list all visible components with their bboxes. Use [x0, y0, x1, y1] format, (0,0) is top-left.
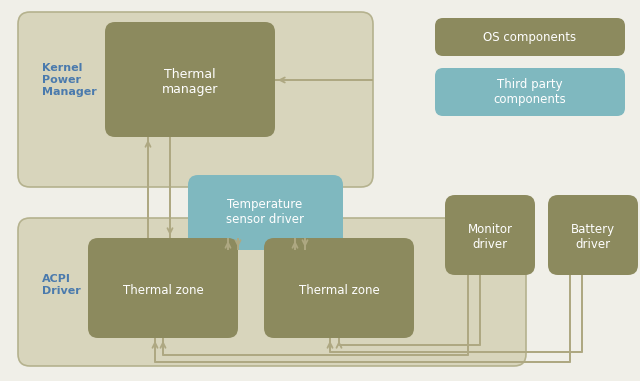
FancyBboxPatch shape	[88, 238, 238, 338]
Text: Thermal zone: Thermal zone	[123, 283, 204, 296]
FancyBboxPatch shape	[435, 68, 625, 116]
FancyBboxPatch shape	[435, 18, 625, 56]
FancyBboxPatch shape	[445, 195, 535, 275]
Text: Thermal zone: Thermal zone	[299, 283, 380, 296]
Text: Third party
components: Third party components	[493, 78, 566, 106]
Text: OS components: OS components	[483, 30, 577, 43]
Text: Monitor
driver: Monitor driver	[467, 223, 513, 251]
Text: Battery
driver: Battery driver	[571, 223, 615, 251]
Text: Thermal
manager: Thermal manager	[162, 68, 218, 96]
Text: Kernel
Power
Manager: Kernel Power Manager	[42, 63, 97, 97]
FancyBboxPatch shape	[18, 12, 373, 187]
FancyBboxPatch shape	[548, 195, 638, 275]
Text: ACPI
Driver: ACPI Driver	[42, 274, 81, 296]
FancyBboxPatch shape	[188, 175, 343, 250]
FancyBboxPatch shape	[105, 22, 275, 137]
Text: Temperature
sensor driver: Temperature sensor driver	[226, 198, 304, 226]
FancyBboxPatch shape	[18, 218, 526, 366]
FancyBboxPatch shape	[264, 238, 414, 338]
